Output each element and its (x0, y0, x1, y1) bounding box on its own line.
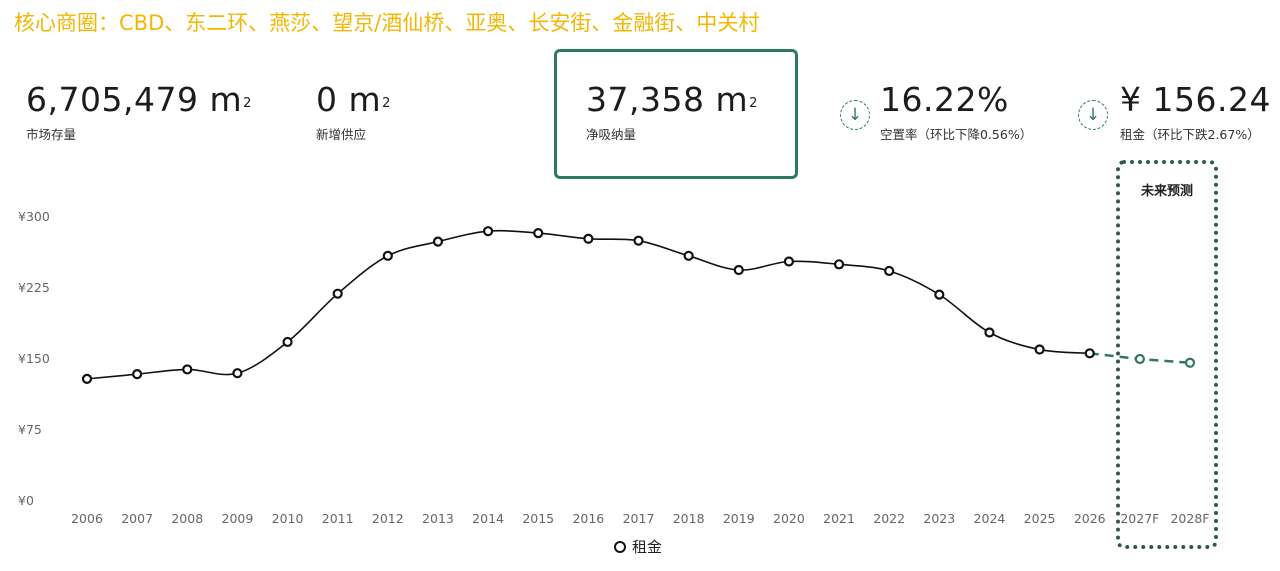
data-point[interactable] (432, 236, 444, 247)
arrow-down-icon: ↓ (840, 100, 870, 130)
x-tick-label: 2006 (71, 511, 103, 526)
data-point[interactable] (533, 227, 544, 239)
y-tick-label: ¥225 (18, 280, 50, 295)
kpi-unit: m (209, 80, 243, 119)
x-tick-label: 2023 (923, 511, 955, 526)
kpi-value: 16.22% (880, 80, 1009, 119)
data-point[interactable] (81, 373, 93, 384)
chart-legend[interactable]: 租金 (614, 536, 662, 557)
kpi-number: 37,358 (586, 80, 705, 119)
headline: 核心商圈：CBD、东二环、燕莎、望京/酒仙桥、亚奥、长安街、金融街、中关村 (14, 11, 760, 35)
data-point[interactable] (633, 235, 644, 246)
kpi-unit: m (348, 80, 382, 119)
forecast-label: 未来预测 (1140, 184, 1193, 199)
x-tick-label: 2028F (1170, 511, 1209, 526)
x-tick-label: 2018 (673, 511, 705, 526)
kpi-value: 0 m2 (316, 78, 391, 122)
kpi-value: 37,358 m2 (586, 78, 758, 122)
arrow-down-icon: ↓ (1078, 100, 1108, 130)
data-point[interactable] (332, 288, 343, 299)
kpi-rent: ¥ 156.24 租金（环比下跌2.67%） (1120, 78, 1271, 143)
data-point[interactable] (232, 368, 243, 379)
forecast-point[interactable] (1184, 357, 1196, 368)
data-point[interactable] (683, 250, 694, 261)
kpi-unit-sup: 2 (243, 96, 252, 111)
x-tick-label: 2013 (422, 511, 454, 526)
data-point[interactable] (783, 256, 795, 267)
x-tick-label: 2017 (623, 511, 655, 526)
legend-label: 租金 (632, 538, 663, 556)
rent-series-line (86, 229, 1090, 380)
x-tick-label: 2015 (522, 511, 554, 526)
data-point[interactable] (382, 250, 393, 261)
x-tick-label: 2019 (723, 511, 755, 526)
kpi-value: ¥ 156.24 (1120, 80, 1271, 119)
x-tick-label: 2027F (1120, 511, 1159, 526)
kpi-value: 6,705,479 m2 (26, 78, 252, 122)
kpi-unit-sup: 2 (749, 96, 758, 111)
data-point[interactable] (482, 226, 494, 237)
x-tick-label: 2020 (773, 511, 805, 526)
x-tick-label: 2024 (974, 511, 1006, 526)
y-tick-label: ¥300 (18, 209, 50, 224)
data-point[interactable] (733, 264, 744, 276)
x-tick-label: 2022 (873, 511, 905, 526)
y-tick-label: ¥150 (18, 351, 50, 366)
data-point[interactable] (1084, 348, 1095, 359)
kpi-number: 6,705,479 (26, 80, 199, 119)
x-tick-label: 2009 (222, 511, 254, 526)
x-tick-label: 2026 (1074, 511, 1106, 526)
kpi-unit-sup: 2 (382, 96, 391, 111)
x-tick-label: 2010 (272, 511, 304, 526)
data-point[interactable] (132, 369, 143, 380)
x-tick-label: 2021 (823, 511, 855, 526)
kpi-net-absorption: 37,358 m2 净吸纳量 (586, 78, 758, 143)
x-tick-label: 2007 (121, 511, 153, 526)
data-point[interactable] (182, 364, 193, 375)
x-tick-label: 2012 (372, 511, 404, 526)
kpi-label: 净吸纳量 (586, 127, 637, 142)
kpi-vacancy-rate: 16.22% 空置率（环比下降0.56%） (880, 78, 1032, 143)
x-tick-label: 2011 (322, 511, 354, 526)
x-tick-label: 2014 (472, 511, 504, 526)
data-point[interactable] (984, 327, 995, 338)
y-tick-label: ¥75 (18, 422, 42, 437)
kpi-label: 租金（环比下跌2.67%） (1120, 127, 1260, 142)
data-point[interactable] (884, 265, 895, 277)
kpi-highlight-box (554, 49, 798, 179)
kpi-label: 空置率（环比下降0.56%） (880, 127, 1033, 142)
data-point[interactable] (583, 233, 594, 244)
y-tick-label: ¥0 (18, 493, 34, 508)
data-point[interactable] (1034, 344, 1045, 355)
kpi-number: 0 (316, 80, 338, 119)
x-tick-label: 2025 (1024, 511, 1056, 526)
data-point[interactable] (282, 336, 293, 348)
data-point[interactable] (934, 289, 945, 300)
data-point[interactable] (833, 259, 845, 270)
forecast-point[interactable] (1134, 353, 1145, 365)
kpi-unit: m (715, 80, 749, 119)
kpi-label: 新增供应 (316, 127, 367, 142)
kpi-market-stock: 6,705,479 m2 市场存量 (26, 78, 252, 143)
legend-marker-icon (614, 540, 626, 553)
kpi-new-supply: 0 m2 新增供应 (316, 78, 391, 143)
x-tick-label: 2016 (572, 511, 604, 526)
forecast-box (1116, 160, 1218, 549)
kpi-label: 市场存量 (26, 127, 77, 142)
x-tick-label: 2008 (171, 511, 203, 526)
